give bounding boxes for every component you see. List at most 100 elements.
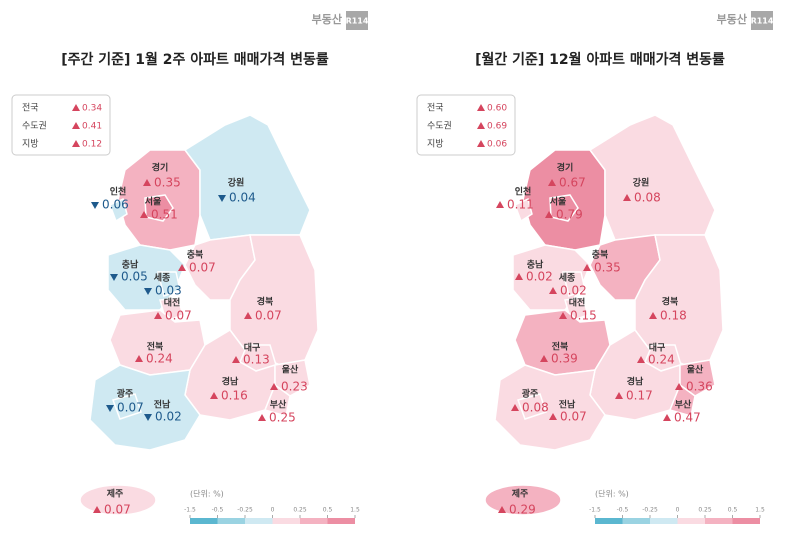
region-name: 대전	[569, 297, 586, 309]
legend-unit: (단위: %)	[595, 489, 629, 499]
region-value: 0.35	[594, 261, 621, 275]
region-value: 0.39	[551, 352, 578, 366]
region-value: 0.17	[626, 389, 653, 403]
summary-label: 지방	[22, 139, 39, 150]
region-value: 0.07	[104, 503, 131, 517]
region-shape	[588, 114, 716, 241]
up-arrow	[615, 392, 623, 399]
legend-unit: (단위: %)	[190, 489, 224, 499]
up-arrow	[511, 404, 519, 411]
down-arrow	[144, 414, 152, 421]
region-name: 울산	[282, 364, 299, 376]
region-shape	[263, 383, 291, 417]
region-value: 0.02	[526, 270, 553, 284]
legend-tick-label: -0.5	[212, 507, 224, 514]
up-arrow	[623, 194, 631, 201]
region-name: 경기	[557, 162, 574, 174]
up-arrow	[72, 140, 80, 147]
region-value: 0.18	[660, 309, 687, 323]
summary-value: 0.06	[487, 140, 507, 150]
region-name: 경기	[152, 162, 169, 174]
up-arrow	[559, 312, 567, 319]
region-value: 0.13	[243, 353, 270, 367]
summary-label: 수도권	[22, 120, 47, 132]
region-value: 0.07	[117, 401, 144, 415]
summary-label: 전국	[427, 103, 444, 114]
region-value: 0.36	[686, 380, 713, 394]
legend-swatch	[327, 518, 355, 524]
up-arrow	[135, 355, 143, 362]
region-value: 0.08	[522, 401, 549, 415]
region-name: 전북	[147, 341, 164, 353]
up-arrow	[477, 140, 485, 147]
region-name: 인천	[110, 187, 127, 198]
region-shape	[668, 383, 696, 417]
legend-swatch	[300, 518, 328, 524]
region-value: 0.35	[154, 176, 181, 190]
legend-tick-label: -1.5	[184, 507, 196, 514]
region-name: 전남	[154, 399, 171, 411]
up-arrow	[549, 287, 557, 294]
region-shape	[144, 194, 174, 222]
map-title: [월간 기준] 12월 아파트 매매가격 변동률	[475, 51, 725, 68]
region-shape	[514, 197, 533, 223]
up-arrow	[649, 312, 657, 319]
region-value: 0.67	[559, 176, 586, 190]
legend-swatch	[705, 518, 733, 524]
region-shape	[274, 359, 311, 397]
region-value: 0.23	[281, 380, 308, 394]
legend-tick-label: -0.25	[642, 507, 658, 514]
region-shape	[562, 271, 586, 297]
region-name: 경남	[627, 376, 644, 388]
up-arrow	[549, 413, 557, 420]
summary-label: 수도권	[427, 120, 452, 132]
up-arrow	[477, 104, 485, 111]
region-name: 세종	[154, 272, 171, 284]
up-arrow	[232, 356, 240, 363]
legend-tick-label: 0.25	[698, 507, 712, 514]
region-value: 0.29	[509, 503, 536, 517]
logo-badge	[346, 11, 368, 30]
legend-swatch	[622, 518, 650, 524]
region-value: 0.07	[560, 410, 587, 424]
region-value: 0.24	[648, 353, 675, 367]
up-arrow	[270, 383, 278, 390]
up-arrow	[93, 506, 101, 513]
region-value: 0.16	[221, 389, 248, 403]
up-arrow	[72, 122, 80, 129]
region-value: 0.11	[507, 198, 534, 212]
region-name: 광주	[117, 388, 134, 400]
region-name: 부산	[270, 399, 287, 411]
up-arrow	[540, 355, 548, 362]
region-shape	[109, 197, 128, 223]
region-value: 0.15	[570, 309, 597, 323]
legend-tick-label: 1.5	[755, 507, 765, 514]
region-name: 제주	[107, 488, 124, 500]
summary-label: 지방	[427, 139, 444, 150]
logo-badge	[751, 11, 773, 30]
legend-swatch	[217, 518, 245, 524]
legend-tick-label: -0.5	[617, 507, 629, 514]
summary-value: 0.34	[82, 104, 102, 114]
legend-tick-label: 0.5	[323, 507, 333, 514]
region-name: 경남	[222, 376, 239, 388]
down-arrow	[106, 405, 114, 412]
up-arrow	[515, 273, 523, 280]
up-arrow	[143, 179, 151, 186]
legend-swatch	[650, 518, 678, 524]
region-value: 0.79	[556, 208, 583, 222]
legend-swatch	[677, 518, 705, 524]
up-arrow	[72, 104, 80, 111]
up-arrow	[663, 414, 671, 421]
summary-box	[11, 94, 111, 156]
down-arrow	[91, 202, 99, 209]
up-arrow	[178, 264, 186, 271]
legend-swatch	[190, 518, 218, 524]
region-name: 충남	[527, 259, 544, 271]
legend-tick-label: 0	[271, 507, 275, 514]
summary-value: 0.69	[487, 122, 507, 132]
region-name: 세종	[559, 272, 576, 284]
region-shape	[79, 484, 157, 516]
